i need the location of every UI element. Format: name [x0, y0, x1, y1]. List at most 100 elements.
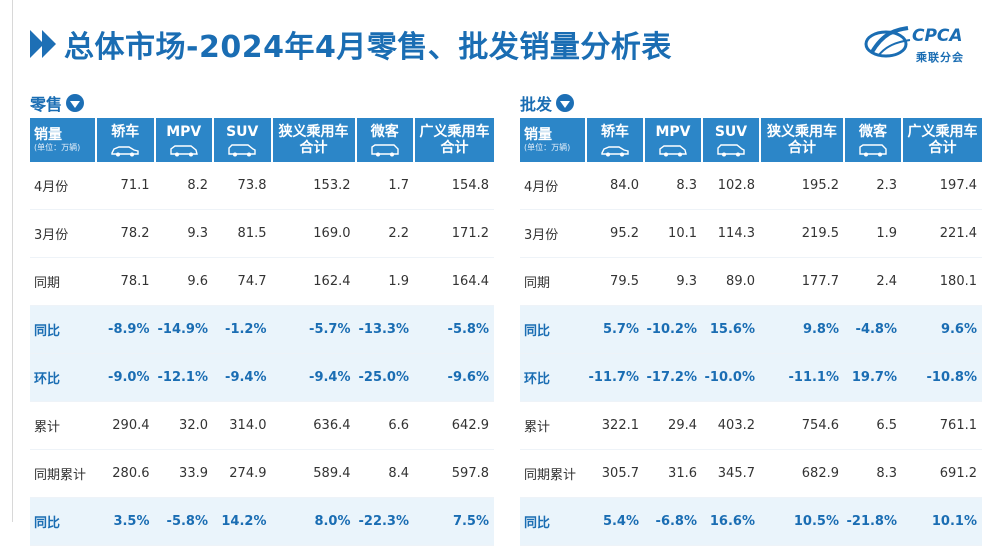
cell-narrow: 177.7 — [760, 257, 844, 306]
col-header-narrow-total: 狭义乘用车 合计 — [271, 118, 357, 162]
cell-suv: -9.4% — [213, 353, 272, 402]
cell-mpv: -10.2% — [644, 305, 702, 354]
cell-mpv: 29.4 — [644, 401, 702, 450]
col-header-suv: SUV — [702, 118, 761, 162]
cell-broad: 9.6% — [902, 305, 982, 354]
row-label: 同期累计 — [30, 449, 96, 498]
col-header-broad-total: 广义乘用车 合计 — [902, 118, 982, 162]
row-label: 同期 — [30, 257, 96, 306]
cell-broad: 597.8 — [414, 449, 494, 498]
cell-broad: 171.2 — [414, 209, 494, 258]
cell-sedan: 71.1 — [96, 162, 155, 210]
cell-suv: 274.9 — [213, 449, 272, 498]
cell-sedan: 5.7% — [586, 305, 644, 354]
table-row: 4月份 84.0 8.3 102.8 195.2 2.3 197.4 — [520, 162, 982, 210]
cell-suv: 345.7 — [702, 449, 760, 498]
table-row: 3月份 78.2 9.3 81.5 169.0 2.2 171.2 — [30, 209, 494, 258]
cell-mpv: 31.6 — [644, 449, 702, 498]
cell-sedan: 84.0 — [586, 162, 644, 210]
cell-suv: -1.2% — [213, 305, 272, 354]
cell-sedan: -9.0% — [96, 353, 155, 402]
table-row: 同期累计 305.7 31.6 345.7 682.9 8.3 691.2 — [520, 449, 982, 498]
cell-broad: -5.8% — [414, 305, 494, 354]
cell-mini: 19.7% — [844, 353, 902, 402]
row-label: 4月份 — [30, 162, 96, 210]
row-label: 环比 — [520, 353, 586, 402]
col-header-mpv: MPV — [154, 118, 214, 162]
cell-mini: 2.2 — [355, 209, 414, 258]
wholesale-table: 销量 (单位：万辆) 轿车 MPV SUV 狭义乘用车 合计 — [520, 118, 982, 546]
cell-narrow: 153.2 — [271, 162, 356, 210]
sedan-icon — [601, 145, 629, 156]
double-chevron-icon — [30, 30, 56, 58]
cell-sedan: -11.7% — [586, 353, 644, 402]
table-row: 3月份 95.2 10.1 114.3 219.5 1.9 221.4 — [520, 209, 982, 258]
col-header-narrow-total: 狭义乘用车 合计 — [760, 118, 845, 162]
cell-mpv: -12.1% — [154, 353, 213, 402]
table-row: 同期 78.1 9.6 74.7 162.4 1.9 164.4 — [30, 257, 494, 306]
cell-sedan: 280.6 — [96, 449, 155, 498]
cell-mini: 1.7 — [355, 162, 414, 210]
cell-suv: 74.7 — [213, 257, 272, 306]
cell-suv: 81.5 — [213, 209, 272, 258]
cell-mpv: 8.3 — [644, 162, 702, 210]
cell-narrow: 162.4 — [271, 257, 356, 306]
cell-narrow: 195.2 — [760, 162, 844, 210]
minivan-icon — [859, 143, 887, 156]
cell-suv: 314.0 — [213, 401, 272, 450]
cell-mini: 6.6 — [355, 401, 414, 450]
table-row: 同期累计 280.6 33.9 274.9 589.4 8.4 597.8 — [30, 449, 494, 498]
wholesale-section-title: 批发 — [520, 90, 982, 116]
cell-mini: 2.4 — [844, 257, 902, 306]
down-arrow-icon — [556, 94, 575, 112]
row-label: 3月份 — [30, 209, 96, 258]
cell-suv: 73.8 — [213, 162, 272, 210]
cell-mpv: 9.6 — [154, 257, 213, 306]
cell-narrow: 9.8% — [760, 305, 844, 354]
logo-text: CPCA — [912, 26, 963, 46]
col-header-broad-total: 广义乘用车 合计 — [414, 118, 494, 162]
table-row: 同比 -8.9% -14.9% -1.2% -5.7% -13.3% -5.8% — [30, 305, 494, 354]
cell-suv: 403.2 — [702, 401, 760, 450]
col-header-minivan: 微客 — [355, 118, 415, 162]
cell-broad: 691.2 — [902, 449, 982, 498]
slide-frame — [12, 0, 1000, 522]
cell-broad: 154.8 — [414, 162, 494, 210]
row-label: 累计 — [520, 401, 586, 450]
retail-title-label: 零售 — [30, 95, 63, 114]
cell-narrow: 169.0 — [271, 209, 356, 258]
cell-mini: 1.9 — [355, 257, 414, 306]
cell-narrow: 636.4 — [271, 401, 356, 450]
mpv-icon — [170, 144, 198, 156]
cell-mpv: -17.2% — [644, 353, 702, 402]
cell-broad: 197.4 — [902, 162, 982, 210]
table-row: 环比 -9.0% -12.1% -9.4% -9.4% -25.0% -9.6% — [30, 353, 494, 402]
cpca-emblem-icon — [864, 26, 911, 58]
col-header-minivan: 微客 — [844, 118, 903, 162]
cell-narrow: -5.7% — [271, 305, 356, 354]
cell-mini: 8.4 — [355, 449, 414, 498]
row-label: 3月份 — [520, 209, 586, 258]
row-label: 4月份 — [520, 162, 586, 210]
col-header-sales: 销量 (单位：万辆) — [520, 118, 587, 162]
logo-subtext: 乘联分会 — [916, 51, 964, 64]
cell-mini: 2.3 — [844, 162, 902, 210]
cell-mpv: 8.2 — [154, 162, 213, 210]
cell-broad: 221.4 — [902, 209, 982, 258]
cpca-logo: CPCA 乘联分会 — [864, 22, 974, 70]
title-row: 总体市场-2024年4月零售、批发销量分析表 — [30, 14, 672, 74]
retail-section: 零售 销量 (单位：万辆) 轿车 MPV SUV — [30, 90, 494, 546]
cell-mpv: -14.9% — [154, 305, 213, 354]
row-label: 同比 — [520, 305, 586, 354]
cell-mini: -4.8% — [844, 305, 902, 354]
cell-sedan: -8.9% — [96, 305, 155, 354]
cell-broad: 164.4 — [414, 257, 494, 306]
cell-sedan: 290.4 — [96, 401, 155, 450]
table-header-row: 销量 (单位：万辆) 轿车 MPV SUV 狭义乘用车 合计 — [30, 118, 494, 162]
table-row: 同比 5.7% -10.2% 15.6% 9.8% -4.8% 9.6% — [520, 305, 982, 354]
cell-broad: 642.9 — [414, 401, 494, 450]
table-row: 4月份 71.1 8.2 73.8 153.2 1.7 154.8 — [30, 162, 494, 210]
cell-suv: 89.0 — [702, 257, 760, 306]
row-label: 环比 — [30, 353, 96, 402]
cell-mpv: 10.1 — [644, 209, 702, 258]
